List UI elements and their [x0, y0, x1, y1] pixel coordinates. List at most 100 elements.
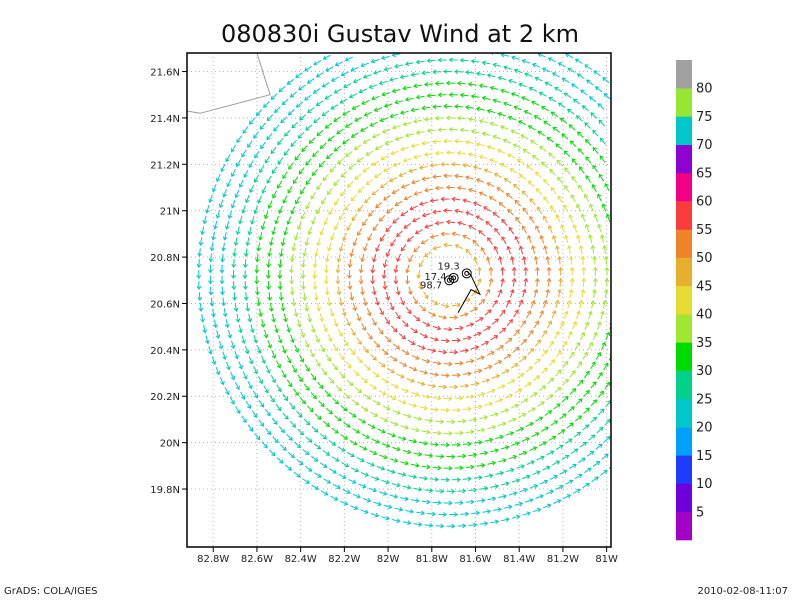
wind-vector: [268, 449, 276, 456]
wind-vector-head: [347, 364, 352, 369]
wind-vector-head: [509, 288, 515, 294]
wind-vector-head: [300, 333, 306, 338]
wind-vector-head: [221, 302, 226, 307]
wind-vector-head: [603, 469, 608, 475]
wind-vector-head: [398, 172, 403, 178]
wind-vector: [332, 397, 339, 405]
wind-vector-head: [445, 373, 450, 378]
wind-vector: [252, 390, 258, 399]
wind-vector-head: [325, 451, 331, 456]
wind-vector: [305, 177, 312, 185]
plot-area: 19.317.498.782.8W 82.6W 82.4W 82.2W 82W 81.8W…: [150, 52, 618, 565]
wind-vector: [208, 346, 212, 355]
wind-vector: [514, 200, 522, 207]
wind-vector-head: [340, 355, 345, 361]
wind-vector-head: [313, 61, 318, 66]
wind-vector-head: [319, 231, 325, 236]
wind-vector-head: [448, 57, 453, 63]
wind-vector-head: [308, 139, 313, 144]
wind-vector: [356, 313, 361, 321]
wind-vector-head: [362, 446, 368, 451]
wind-vector: [475, 317, 484, 323]
wind-vector-head: [336, 291, 342, 296]
wind-vector: [570, 194, 576, 203]
wind-vector-head: [445, 442, 450, 448]
wind-vector-head: [432, 104, 437, 110]
wind-vector: [302, 478, 310, 484]
wind-vector-head: [572, 463, 577, 469]
wind-vector-head: [254, 269, 260, 274]
wind-vector-head: [570, 194, 575, 199]
wind-vector-head: [560, 320, 565, 326]
wind-vector-head: [371, 290, 377, 296]
wind-vector-head: [395, 345, 401, 350]
wind-vector-head: [541, 67, 547, 72]
wind-vector: [268, 248, 271, 257]
wind-vector: [602, 203, 607, 212]
wind-vector: [253, 131, 260, 139]
wind-vector: [588, 311, 592, 320]
wind-vector-head: [536, 188, 541, 193]
wind-ring: [300, 127, 598, 425]
wind-vector-head: [456, 372, 461, 378]
wind-vector-head: [580, 331, 586, 337]
x-tick-label: 81.4W: [503, 554, 535, 565]
wind-vector: [288, 108, 295, 116]
wind-vector: [258, 376, 263, 384]
wind-vector-head: [431, 511, 437, 517]
wind-vector-head: [370, 280, 376, 285]
wind-vector: [413, 523, 422, 526]
wind-vector: [293, 388, 299, 396]
wind-vector-head: [385, 320, 390, 325]
wind-vector: [411, 144, 420, 147]
wind-vector: [422, 106, 431, 109]
wind-vector: [316, 206, 321, 214]
wind-vector: [457, 117, 466, 120]
wind-vector: [413, 119, 422, 123]
wind-vector-head: [282, 373, 287, 379]
wind-vector: [373, 286, 376, 295]
wind-vector-head: [233, 307, 239, 313]
wind-vector: [295, 232, 299, 241]
wind-vector-head: [434, 185, 440, 191]
wind-vector: [534, 339, 541, 347]
wind-vector-head: [418, 165, 424, 170]
wind-vector: [538, 441, 547, 447]
wind-ring: [312, 138, 587, 413]
wind-vector: [405, 62, 414, 65]
wind-vector-head: [566, 108, 572, 113]
wind-vector-head: [445, 150, 451, 156]
wind-vector: [235, 406, 241, 414]
wind-vector-head: [564, 167, 569, 172]
wind-vector-head: [329, 168, 334, 173]
wind-vector-head: [391, 469, 396, 474]
wind-vector: [438, 315, 447, 319]
wind-vector-head: [526, 310, 532, 315]
wind-ring: [277, 103, 611, 448]
wind-vector-head: [533, 288, 539, 294]
wind-vector: [370, 354, 377, 361]
wind-vector-head: [372, 487, 378, 493]
wind-vector: [407, 339, 415, 345]
wind-vector-head: [254, 291, 260, 296]
wind-vector: [519, 83, 527, 88]
wind-vector: [468, 489, 477, 491]
wind-vector-head: [424, 224, 429, 229]
wind-vector-head: [241, 395, 246, 400]
wind-vector: [295, 196, 301, 204]
wind-vector: [476, 143, 485, 147]
wind-vector: [247, 140, 253, 148]
wind-vector: [598, 119, 606, 127]
wind-vector-head: [539, 145, 544, 151]
wind-vector: [386, 207, 394, 214]
wind-vector-head: [512, 183, 518, 189]
wind-vector: [394, 507, 403, 511]
wind-vector-head: [478, 154, 484, 160]
wind-vector: [585, 175, 592, 183]
wind-vector-head: [328, 337, 333, 343]
wind-vector-head: [451, 196, 456, 202]
wind-vector-head: [585, 175, 590, 180]
wind-vector: [313, 60, 322, 66]
wind-vector: [597, 194, 602, 202]
wind-vector-head: [300, 190, 305, 195]
